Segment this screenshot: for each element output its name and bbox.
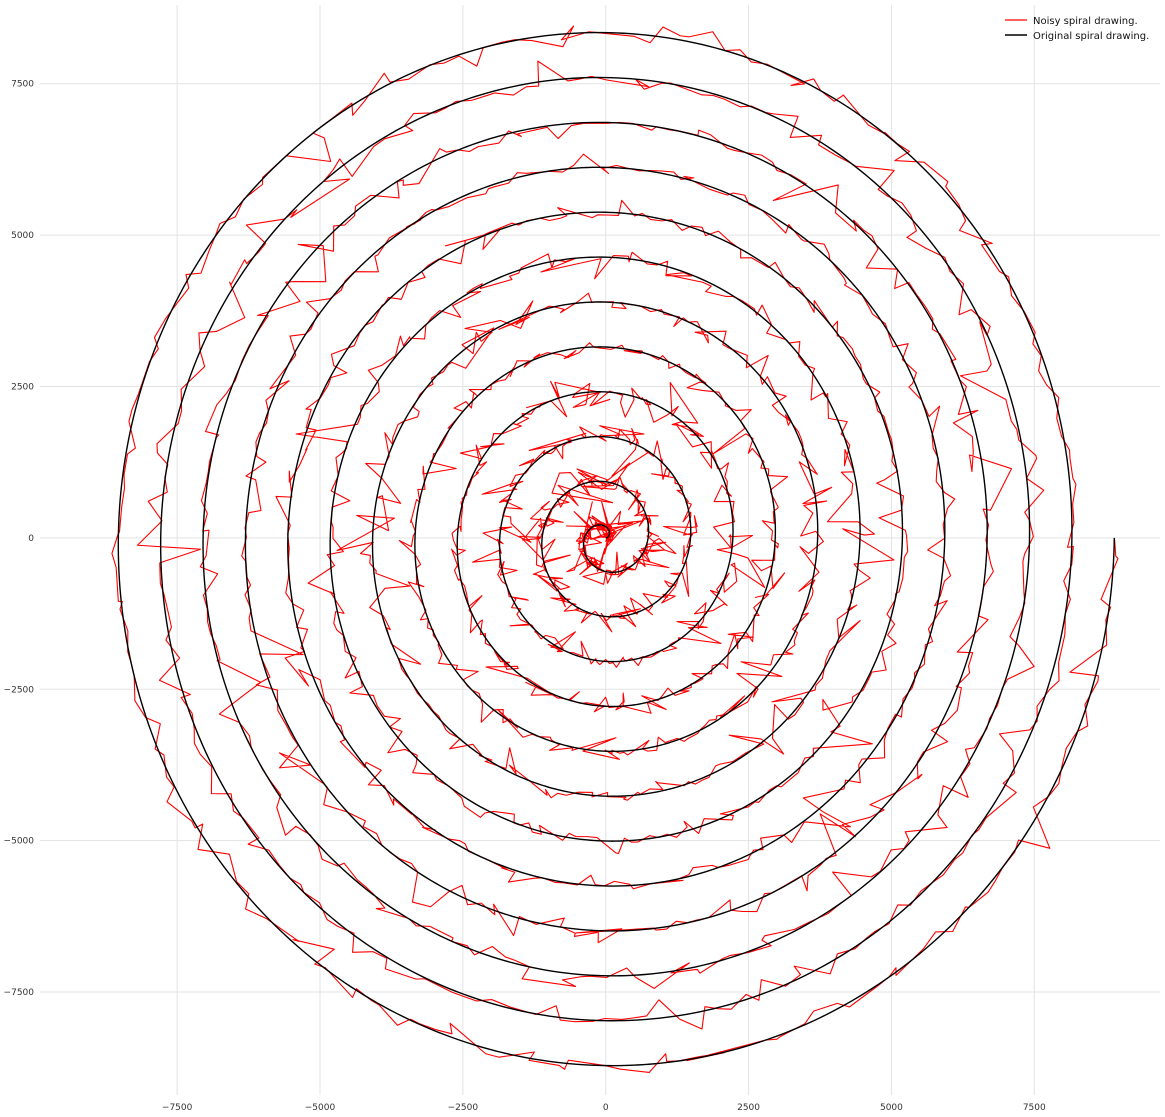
y-tick-label: −7500 <box>4 988 35 998</box>
series-line-noisy-spiral <box>111 25 1119 1074</box>
y-tick-label: 2500 <box>11 383 34 393</box>
x-tick-label: 2500 <box>737 1103 760 1113</box>
legend-label-original: Original spiral drawing. <box>1033 31 1149 42</box>
y-tick-label: 0 <box>28 534 34 544</box>
legend: Noisy spiral drawing. Original spiral dr… <box>1005 16 1149 42</box>
x-tick-label: −2500 <box>448 1103 479 1113</box>
x-tick-label: 5000 <box>880 1103 903 1113</box>
axis-ticks: −7500 −5000 −2500 0 2500 5000 7500 7500 5000 2500… <box>4 80 1046 1113</box>
legend-label-noisy: Noisy spiral drawing. <box>1033 16 1138 27</box>
y-tick-label: 5000 <box>11 231 34 241</box>
x-tick-label: 7500 <box>1023 1103 1046 1113</box>
x-tick-label: −5000 <box>305 1103 336 1113</box>
y-tick-label: 7500 <box>11 80 34 90</box>
y-tick-label: −5000 <box>4 837 35 847</box>
series-line-original-spiral <box>117 31 1115 1067</box>
x-tick-label: 0 <box>603 1103 609 1113</box>
y-tick-label: −2500 <box>4 685 35 695</box>
plot-area <box>111 25 1119 1074</box>
x-tick-label: −7500 <box>162 1103 193 1113</box>
